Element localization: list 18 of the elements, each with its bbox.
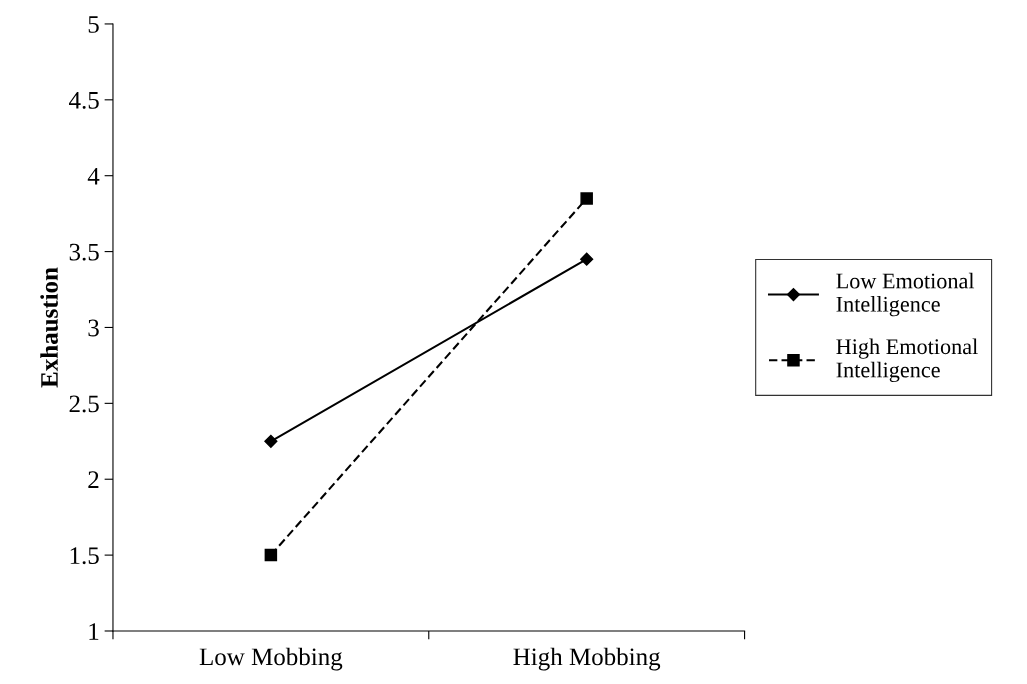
x-tick-label: Low Mobbing [199, 647, 343, 671]
point [264, 434, 278, 448]
y-tick-label: 1 [89, 623, 99, 640]
legend-label: Low Emotional Intelligence [836, 272, 975, 317]
y-tick-label: 3.5 [69, 243, 99, 261]
y-tick-label: 1.5 [70, 547, 99, 565]
point [580, 192, 593, 205]
y-tick-label: 4 [87, 167, 100, 185]
point [580, 252, 594, 266]
y-tick-label: 2 [88, 471, 99, 488]
point [264, 548, 278, 562]
y-axis-title: Exhaustion [40, 267, 58, 388]
y-tick-label: 2.5 [69, 395, 99, 413]
x-tick-label: High Mobbing [513, 647, 661, 671]
legend-label: High Emotional Intelligence [836, 338, 978, 383]
y-tick-label: 4.5 [69, 92, 99, 109]
y-tick-label: 5 [88, 16, 99, 33]
y-tick-label: 3 [88, 319, 99, 337]
